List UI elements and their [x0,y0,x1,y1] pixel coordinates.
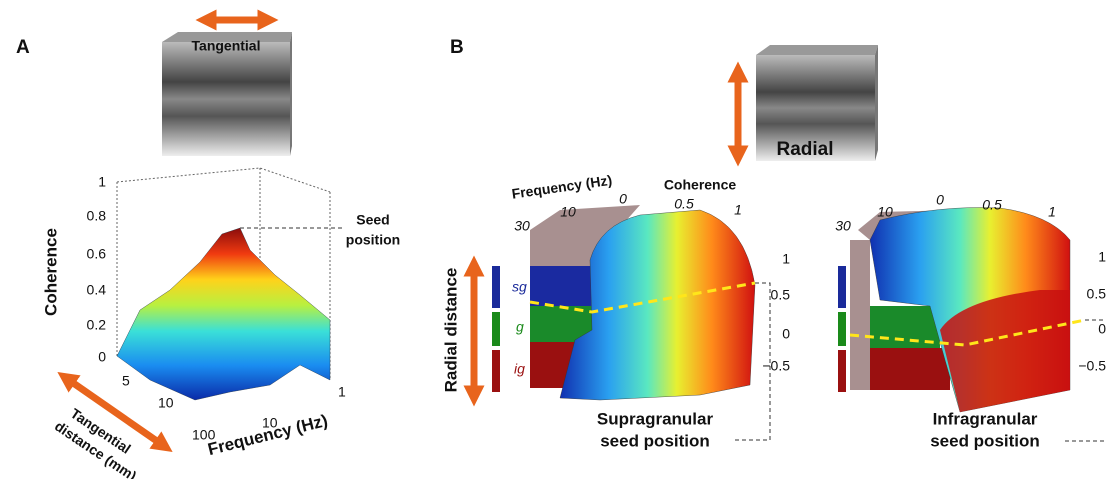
layer-bar [838,312,846,346]
arrow [57,372,173,452]
top-tick: 10 [560,204,576,220]
z-tick: 1 [98,174,106,190]
radial-tick: −0.5 [1078,358,1106,374]
layer-bar [492,266,500,308]
top-tick: 1 [1048,204,1056,220]
cube-side [875,45,878,161]
radial-tick: 1 [1098,249,1106,265]
z-tick: 0.2 [87,317,107,333]
layer-label: sg [512,279,527,295]
radial-tick: 0.5 [1087,286,1107,302]
seed-depth-line [529,281,756,314]
ig-slab [870,348,950,390]
distance-tick: 10 [158,395,174,411]
layer-bar [838,266,846,308]
seed-marker [735,282,771,441]
top-tick: 0.5 [982,197,1002,213]
seed-depth-line [849,318,1086,347]
caption: Supragranular [597,409,714,428]
cube-label: Tangential [192,38,261,54]
layer-label: ig [514,361,525,377]
coherence-surface [559,209,756,401]
z-tick: 0 [98,349,106,365]
cube-top [162,32,292,42]
side-wall [850,240,870,390]
y-label: Radial distance [441,268,460,393]
z-label: Coherence [41,228,60,316]
top-tick: 0 [936,192,944,208]
cube-front [162,42,290,156]
frequency-label: Frequency (Hz) [511,172,613,202]
distance-tick: 5 [122,373,130,389]
seed-label: Seed [356,212,389,228]
cube-top [756,45,878,55]
coherence-label: Coherence [664,177,737,193]
caption: seed position [600,431,710,450]
top-tick: 0.5 [674,196,694,212]
cube-label: Radial [776,139,833,160]
seed-label: position [346,232,400,248]
top-tick: 30 [835,218,851,234]
panel-label: B [450,37,464,58]
z-tick: 0.6 [87,246,107,262]
top-tick: 10 [877,204,893,220]
top-tick: 30 [514,218,530,234]
radial-tick: 0.5 [771,287,791,303]
z-tick: 0.4 [87,282,107,298]
layer-bar [838,350,846,392]
frequency-tick: 1 [338,384,346,400]
cube-front [756,55,875,161]
radial-tick: −0.5 [762,358,790,374]
top-tick: 1 [734,202,742,218]
sg-slab [530,266,592,306]
panel-label: A [16,37,30,58]
top-tick: 0 [619,191,627,207]
z-tick: 0.8 [87,208,107,224]
high-coherence [940,290,1070,412]
layer-bar [492,312,500,346]
coherence-surface [116,227,331,401]
cube-side [290,32,292,156]
radial-tick: 0 [1098,321,1106,337]
radial-tick: 0 [782,326,790,342]
caption: seed position [930,431,1040,450]
top-wall [530,205,640,268]
frequency-tick: 100 [192,427,216,443]
radial-tick: 1 [782,251,790,267]
layer-bar [492,350,500,392]
frequency-tick: 10 [262,415,278,431]
caption: Infragranular [933,409,1038,428]
layer-label: g [516,319,524,335]
